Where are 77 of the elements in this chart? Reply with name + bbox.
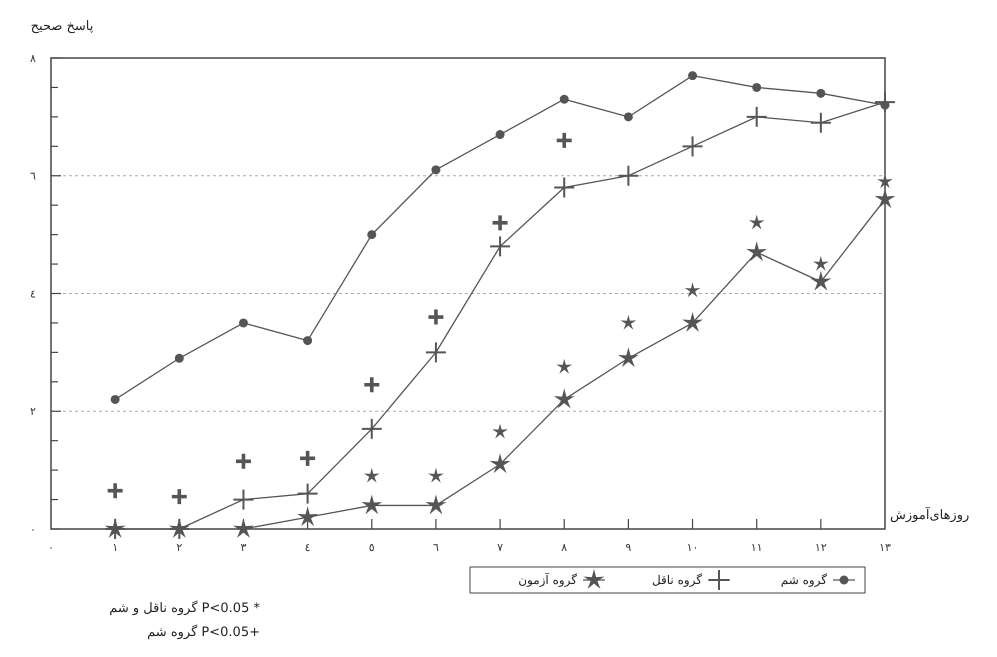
x-tick-label: ٧ bbox=[497, 541, 504, 554]
x-tick-label: ٥ bbox=[368, 541, 375, 554]
point bbox=[496, 130, 505, 140]
x-tick-label: ٦ bbox=[432, 541, 439, 554]
point bbox=[233, 518, 254, 538]
point bbox=[618, 166, 638, 186]
y-tick-label: ٨ bbox=[30, 52, 36, 65]
text: * P<0.05 گروه ناقل و شم bbox=[109, 600, 260, 616]
point bbox=[108, 483, 123, 498]
point bbox=[682, 312, 703, 332]
point bbox=[425, 494, 446, 514]
x-tick-label: ١٠ bbox=[686, 541, 698, 554]
x-tick-label: ٤ bbox=[304, 541, 311, 554]
point bbox=[492, 424, 508, 439]
x-tick-label: ٨ bbox=[561, 541, 568, 554]
x-tick-label: ٢ bbox=[176, 541, 182, 554]
x-tick-label: ١٢ bbox=[814, 541, 827, 554]
point bbox=[554, 388, 575, 408]
y-tick-label: ٠ bbox=[30, 522, 36, 536]
point bbox=[748, 214, 765, 230]
point bbox=[746, 241, 768, 262]
y-tick-label: ٢ bbox=[30, 405, 36, 418]
point bbox=[746, 106, 767, 127]
point bbox=[874, 188, 896, 208]
point bbox=[361, 494, 382, 514]
point bbox=[554, 178, 574, 198]
legend-label: گروه ناقل bbox=[652, 573, 702, 588]
point bbox=[810, 270, 832, 291]
point bbox=[303, 336, 312, 346]
point bbox=[682, 136, 703, 156]
point bbox=[560, 94, 569, 104]
point bbox=[624, 112, 633, 122]
point bbox=[813, 256, 829, 271]
point bbox=[816, 88, 826, 98]
point bbox=[174, 354, 184, 363]
point bbox=[556, 358, 572, 374]
point bbox=[298, 484, 318, 504]
x-tick-label: ١١ bbox=[750, 541, 763, 554]
point bbox=[426, 342, 446, 362]
point bbox=[556, 132, 572, 148]
x-axis-title: روزهای‌آموزش bbox=[890, 506, 970, 523]
point bbox=[688, 71, 698, 80]
point bbox=[684, 282, 700, 298]
point bbox=[238, 318, 248, 328]
point bbox=[492, 215, 508, 230]
point bbox=[233, 490, 254, 510]
point bbox=[428, 468, 444, 483]
point bbox=[810, 112, 831, 133]
point bbox=[367, 230, 376, 240]
point bbox=[620, 314, 636, 330]
point bbox=[490, 236, 510, 256]
x-tick-label: ١ bbox=[112, 541, 118, 554]
x-tick-label: ٩ bbox=[625, 541, 632, 554]
point bbox=[364, 377, 380, 392]
point bbox=[110, 394, 120, 404]
point bbox=[428, 310, 444, 325]
point bbox=[877, 173, 893, 188]
point bbox=[300, 450, 316, 466]
point bbox=[364, 468, 380, 483]
point bbox=[172, 489, 187, 504]
x-tick-label: ١٣ bbox=[879, 541, 891, 554]
point bbox=[490, 453, 511, 474]
point bbox=[362, 418, 382, 439]
y-tick-label: ٤ bbox=[30, 287, 36, 300]
y-tick-label: ٦ bbox=[30, 170, 36, 183]
legend-label: گروه آزمون bbox=[518, 572, 578, 588]
point bbox=[618, 347, 639, 368]
y-axis-title: پاسخ صحیح bbox=[30, 19, 94, 34]
point bbox=[752, 82, 762, 92]
point bbox=[431, 165, 440, 174]
text: +P<0.05 گروه شم bbox=[147, 624, 260, 640]
x-tick-label: ٠ bbox=[48, 541, 54, 554]
legend-label: گروه شم bbox=[780, 573, 828, 588]
point bbox=[875, 92, 895, 112]
point bbox=[297, 506, 318, 526]
x-tick-label: ٣ bbox=[240, 541, 246, 554]
point bbox=[236, 454, 251, 469]
